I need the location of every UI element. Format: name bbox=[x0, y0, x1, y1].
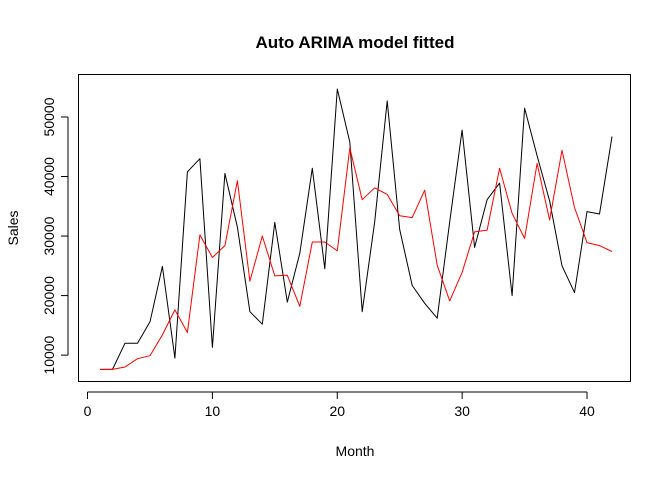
y-axis-label: Sales bbox=[5, 210, 21, 245]
series-line-2 bbox=[100, 147, 613, 370]
x-axis-label: Month bbox=[336, 443, 375, 459]
series-line-1 bbox=[100, 88, 613, 370]
x-tick-label: 40 bbox=[579, 403, 595, 419]
y-tick-label: 10000 bbox=[41, 335, 57, 374]
x-tick-label: 10 bbox=[205, 403, 221, 419]
y-axis: 10000 20000 30000 40000 50000 bbox=[41, 97, 69, 375]
x-tick-label: 30 bbox=[454, 403, 470, 419]
y-tick-label: 50000 bbox=[41, 97, 57, 136]
series-layer bbox=[100, 88, 613, 370]
x-tick-label: 0 bbox=[84, 403, 92, 419]
x-tick-label: 20 bbox=[329, 403, 345, 419]
plot-frame bbox=[78, 74, 631, 382]
y-tick-label: 30000 bbox=[41, 216, 57, 255]
y-tick-label: 40000 bbox=[41, 157, 57, 196]
x-axis: 0 10 20 30 40 bbox=[84, 391, 595, 419]
y-tick-label: 20000 bbox=[41, 276, 57, 315]
chart-title: Auto ARIMA model fitted bbox=[256, 33, 455, 52]
